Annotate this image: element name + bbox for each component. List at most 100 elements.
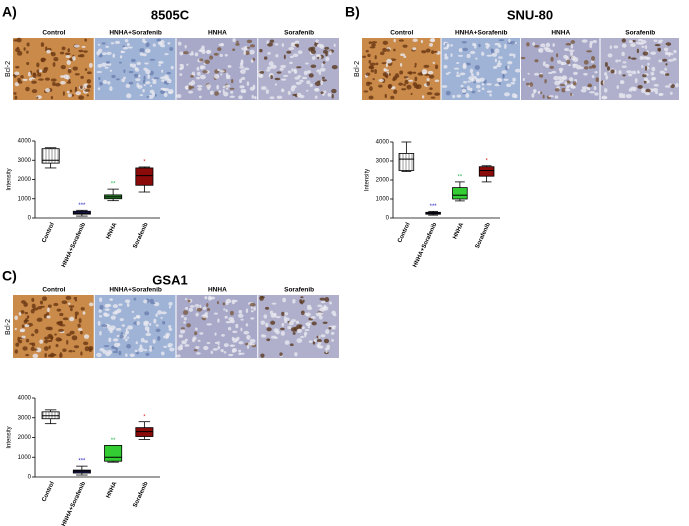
cell: [199, 304, 202, 309]
cell: [584, 66, 589, 70]
cell: [103, 345, 110, 348]
cell: [179, 63, 184, 66]
cell: [230, 344, 233, 347]
cell: [658, 92, 663, 97]
cell: [124, 299, 131, 304]
cell: [475, 57, 478, 60]
cell: [564, 88, 571, 92]
cell: [422, 72, 427, 75]
cell: [592, 39, 597, 44]
cell: [639, 55, 644, 61]
cell: [305, 312, 311, 317]
cell: [292, 298, 296, 304]
cell: [143, 299, 148, 304]
cell: [169, 46, 174, 51]
cell: [645, 56, 651, 60]
significance: **: [111, 182, 116, 188]
cell: [145, 42, 150, 48]
cell: [642, 74, 647, 78]
cell: [56, 308, 62, 312]
y-tick-label: 3000: [18, 158, 32, 164]
cell: [26, 315, 30, 319]
cell: [19, 328, 26, 333]
cell: [650, 72, 655, 76]
box: [135, 167, 154, 186]
cell: [570, 55, 576, 61]
cell: [138, 74, 141, 78]
cell: [330, 331, 335, 335]
cell: [83, 341, 89, 346]
cell: [204, 296, 208, 300]
cell: [569, 92, 573, 96]
cell: [113, 342, 120, 348]
cell: [220, 43, 224, 47]
cell: [384, 69, 389, 72]
cell: [221, 334, 225, 337]
cell: [565, 86, 570, 89]
cell: [496, 78, 503, 83]
cell: [265, 89, 269, 94]
cell: [283, 74, 289, 78]
cell: [147, 50, 150, 53]
cell: [69, 89, 73, 93]
cell: [98, 315, 103, 318]
cell: [168, 328, 173, 332]
cell: [128, 70, 134, 74]
cell: [534, 59, 539, 63]
y-tick-label: 1000: [18, 455, 32, 461]
cell: [473, 43, 477, 49]
cell: [198, 95, 202, 99]
significance: ***: [78, 459, 86, 465]
cell: [55, 344, 59, 348]
cell: [249, 338, 256, 343]
cell: [249, 86, 255, 91]
cell: [300, 296, 304, 299]
cell: [217, 345, 221, 350]
cell: [303, 70, 308, 76]
cell: [307, 70, 312, 74]
cell: [149, 58, 156, 61]
cell: [166, 71, 172, 75]
cell: [494, 83, 500, 87]
cell: [644, 91, 651, 96]
cell: [59, 75, 66, 78]
cell: [271, 64, 277, 69]
cell: [382, 47, 387, 52]
cell: [634, 78, 638, 84]
cell: [673, 49, 677, 54]
cell: [390, 95, 395, 100]
cell: [301, 76, 308, 80]
cell: [510, 81, 516, 85]
cell: [263, 314, 268, 319]
cell: [308, 73, 314, 78]
cell: [46, 315, 51, 319]
cell: [317, 80, 322, 83]
cell: [628, 56, 631, 59]
cell: [235, 42, 240, 46]
cell: [148, 323, 152, 326]
cell: [594, 71, 598, 74]
image-label: Sorafenib: [625, 30, 655, 37]
cell: [434, 92, 441, 96]
cell: [370, 69, 374, 73]
cell: [274, 336, 278, 339]
cell: [47, 304, 52, 308]
cell: [237, 313, 244, 318]
cell: [97, 63, 103, 68]
cell: [568, 64, 571, 67]
panel-letter: A): [2, 4, 17, 20]
cell: [126, 302, 130, 307]
cell: [323, 338, 330, 344]
cell: [219, 70, 225, 73]
cell: [130, 58, 136, 63]
cell: [138, 347, 144, 353]
cell: [675, 82, 679, 88]
cell: [471, 78, 475, 82]
cell: [470, 73, 474, 77]
cell: [232, 330, 238, 334]
cell: [225, 309, 228, 313]
cell: [178, 334, 183, 338]
cell: [328, 326, 332, 330]
cell: [452, 94, 456, 99]
cell: [229, 87, 235, 90]
